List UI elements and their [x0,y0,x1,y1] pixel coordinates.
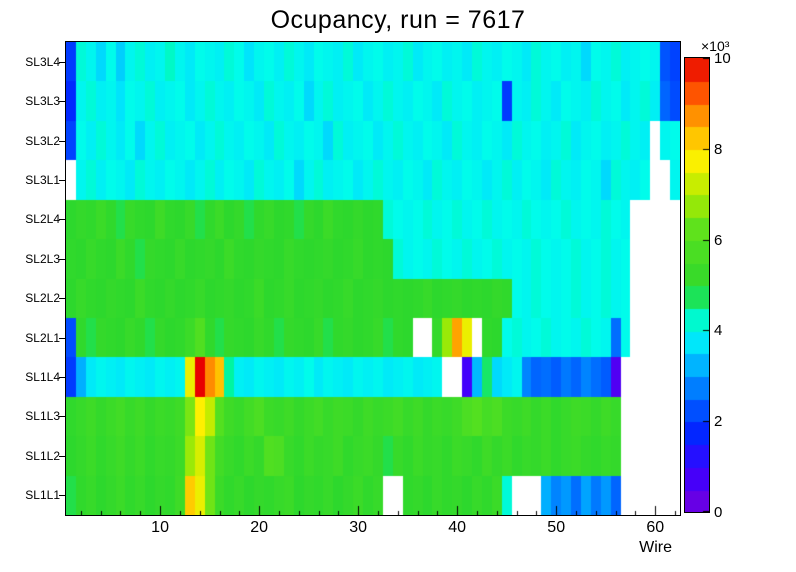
y-axis-tick [59,456,66,457]
x-tick-label: 60 [646,519,665,536]
y-axis-tick [59,219,66,220]
y-axis-tick [59,298,66,299]
z-tick-label: 8 [714,140,723,158]
y-bin-label: SL2L2 [25,291,60,306]
z-axis-exponent-label: ×10³ [701,38,730,54]
y-bin-label: SL1L2 [25,448,60,463]
y-axis-tick [59,495,66,496]
y-bin-label: SL2L3 [25,251,60,266]
z-tick-label: 4 [714,322,723,340]
z-tick-label: 6 [714,231,723,249]
x-tick-label: 10 [151,519,169,536]
x-tick-label: 50 [547,519,566,536]
x-tick-label: 40 [448,519,467,536]
y-bin-label: SL1L4 [25,370,60,385]
z-tick-label: 10 [714,50,731,67]
x-tick-label: 20 [250,519,269,536]
z-tick-label: 0 [714,504,723,521]
y-axis-tick [59,377,66,378]
heatmap-canvas [66,42,680,515]
colorbar-canvas [685,58,709,512]
y-bin-label: SL3L4 [25,54,60,69]
y-axis-tick [59,101,66,102]
x-tick-label: 30 [349,519,368,536]
y-axis-tick [59,416,66,417]
y-axis-tick [59,62,66,63]
y-axis-tick [59,338,66,339]
y-axis-tick [59,180,66,181]
y-bin-label: SL3L2 [25,133,60,148]
z-tick-label: 2 [714,413,723,431]
plot-area [65,41,681,516]
y-axis-tick [59,141,66,142]
y-bin-label: SL2L1 [25,330,60,345]
y-bin-label: SL3L1 [25,172,60,187]
colorbar [684,57,710,513]
chart-title: Ocupancy, run = 7617 [270,6,526,34]
y-bin-label: SL1L3 [25,409,60,424]
y-axis-tick [59,259,66,260]
y-bin-label: SL2L4 [25,212,60,227]
y-bin-label: SL1L1 [25,488,60,503]
x-axis-title: Wire [639,539,672,556]
y-bin-label: SL3L3 [25,94,60,109]
